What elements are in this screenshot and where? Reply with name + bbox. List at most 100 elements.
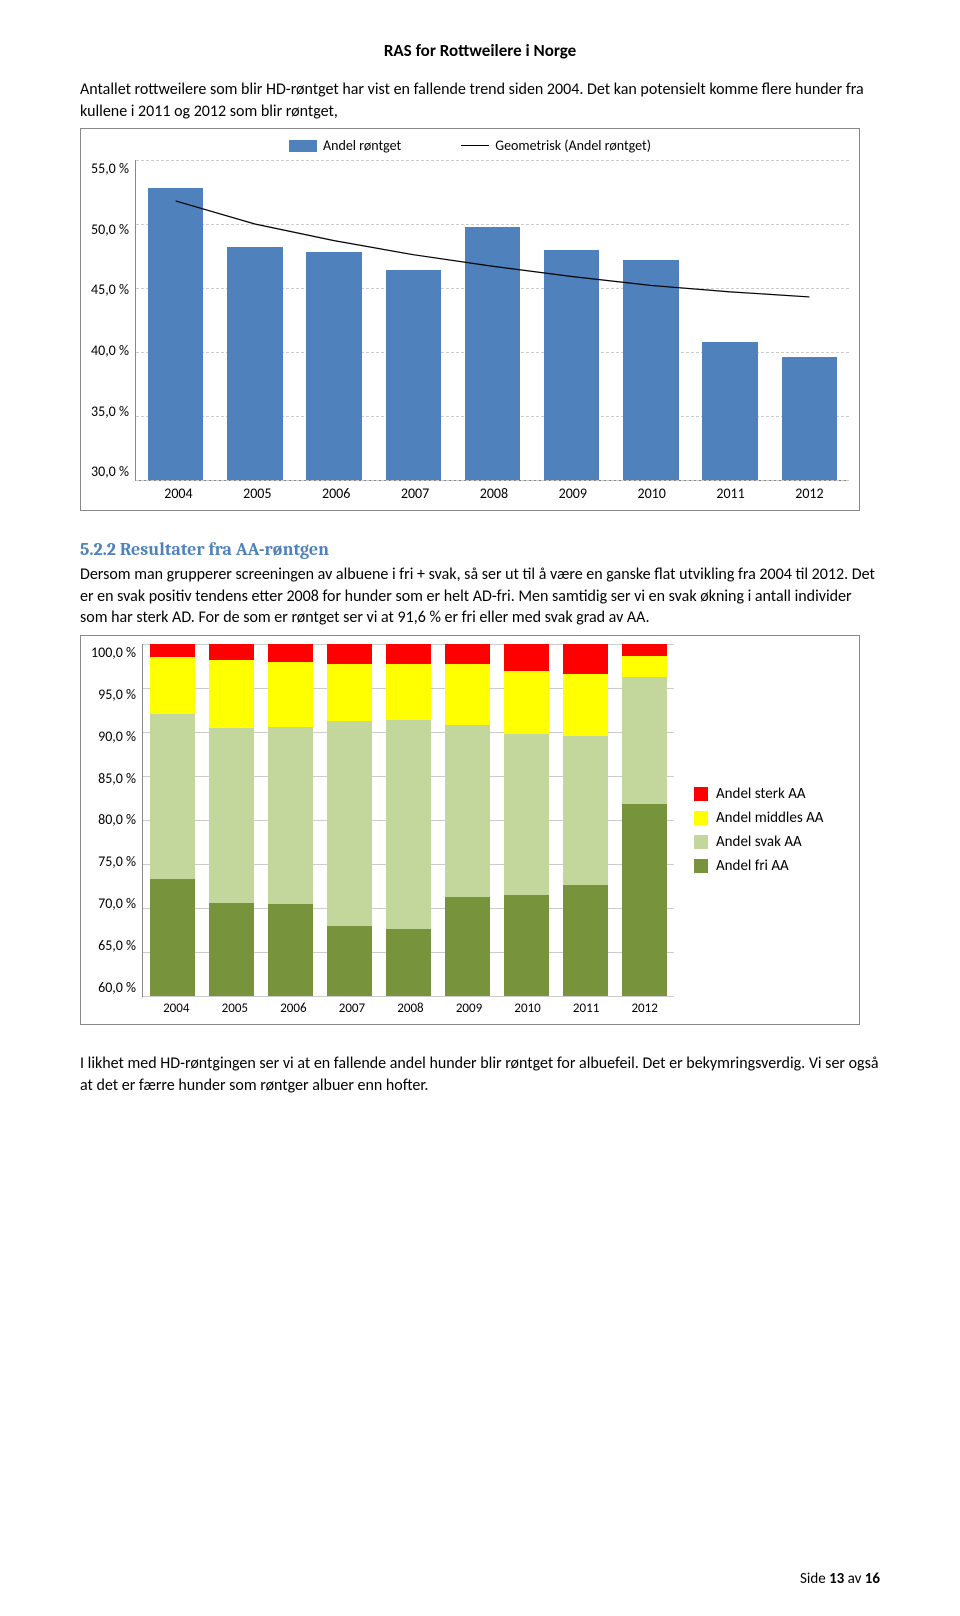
section-heading: 5.2.2 Resultater fra AA-røntgen [80, 539, 880, 560]
chart1-ytick: 50,0 % [91, 221, 129, 238]
chart2-segment-fri [386, 929, 431, 996]
chart2-segment-svak [327, 721, 372, 925]
chart2-xtick: 2007 [339, 1001, 365, 1016]
chart1-trend-line [136, 160, 849, 480]
chart2-segment-fri [504, 895, 549, 996]
page-footer: Side 13 av 16 [800, 1570, 880, 1588]
chart2-ytick: 70,0 % [98, 895, 136, 912]
legend-label-fri: Andel fri AA [716, 857, 789, 875]
chart2-ytick: 80,0 % [98, 811, 136, 828]
chart2-segment-sterk [150, 644, 195, 657]
chart2-segment-sterk [209, 644, 254, 660]
chart2-ytick: 90,0 % [98, 728, 136, 745]
legend-label-svak: Andel svak AA [716, 833, 802, 851]
chart2-segment-svak [504, 734, 549, 895]
legend-swatch-svak [694, 835, 708, 849]
chart2-ytick: 100,0 % [91, 644, 136, 661]
section-paragraph: Dersom man grupperer screeningen av albu… [80, 564, 880, 629]
chart2-bar [386, 644, 431, 996]
chart2-segment-sterk [504, 644, 549, 671]
legend-swatch-middels [694, 811, 708, 825]
chart2-legend: Andel sterk AA Andel middles AA Andel svak… [694, 779, 849, 881]
chart2-ytick: 75,0 % [98, 853, 136, 870]
chart2-segment-svak [445, 725, 490, 897]
footer-total: 16 [865, 1570, 880, 1588]
chart2-segment-fri [327, 926, 372, 996]
document-title: RAS for Rottweilere i Norge [80, 40, 880, 61]
chart1-plot-area [135, 160, 849, 481]
chart-aa-resultater: 100,0 % 95,0 % 90,0 % 85,0 % 80,0 % 75,0 % 70,… [80, 635, 860, 1025]
chart2-bar [268, 644, 313, 996]
chart2-segment-middels [268, 662, 313, 726]
chart2-xtick: 2012 [631, 1001, 657, 1016]
legend-trend-label: Geometrisk (Andel røntget) [495, 137, 651, 154]
chart2-segment-middels [622, 656, 667, 677]
chart1-xtick: 2010 [637, 485, 665, 502]
chart2-segment-middels [150, 657, 195, 713]
chart2-xtick: 2006 [280, 1001, 306, 1016]
chart2-segment-sterk [327, 644, 372, 664]
chart2-plot-area [142, 644, 674, 997]
chart1-ytick: 45,0 % [91, 281, 129, 298]
chart2-bar [150, 644, 195, 996]
chart-andel-rontget: Andel røntget Geometrisk (Andel røntget)… [80, 128, 860, 511]
chart2-bar [622, 644, 667, 996]
footer-prefix: Side [800, 1570, 829, 1588]
chart2-legend-item-middels: Andel middles AA [694, 809, 849, 827]
chart2-ytick: 60,0 % [98, 979, 136, 996]
chart1-xtick: 2009 [559, 485, 587, 502]
chart2-segment-sterk [622, 644, 667, 656]
chart1-xtick: 2011 [716, 485, 744, 502]
chart2-segment-middels [504, 671, 549, 733]
chart2-segment-svak [150, 714, 195, 879]
chart2-segment-fri [563, 885, 608, 996]
chart2-ytick: 85,0 % [98, 770, 136, 787]
legend-bar-label: Andel røntget [323, 137, 401, 154]
chart2-ytick: 65,0 % [98, 937, 136, 954]
chart2-segment-middels [445, 664, 490, 725]
chart2-bar [504, 644, 549, 996]
chart1-xtick: 2012 [795, 485, 823, 502]
chart2-segment-sterk [563, 644, 608, 674]
chart2-xtick: 2005 [222, 1001, 248, 1016]
chart2-segment-middels [209, 660, 254, 728]
chart2-segment-svak [622, 677, 667, 804]
chart2-xtick: 2010 [514, 1001, 540, 1016]
legend-trend-line [461, 145, 489, 146]
chart2-xtick: 2011 [573, 1001, 599, 1016]
chart2-segment-svak [386, 720, 431, 929]
chart2-bar [327, 644, 372, 996]
chart1-ytick: 55,0 % [91, 160, 129, 177]
chart2-segment-sterk [268, 644, 313, 662]
chart1-ytick: 40,0 % [91, 342, 129, 359]
chart1-xtick: 2006 [322, 485, 350, 502]
chart2-yaxis: 100,0 % 95,0 % 90,0 % 85,0 % 80,0 % 75,0 % 70,… [91, 644, 142, 996]
chart1-ytick: 30,0 % [91, 463, 129, 480]
chart2-segment-fri [209, 903, 254, 996]
chart2-segment-middels [386, 664, 431, 719]
chart2-ytick: 95,0 % [98, 686, 136, 703]
chart2-segment-fri [268, 904, 313, 996]
footer-page: 13 [829, 1570, 844, 1588]
legend-label-sterk: Andel sterk AA [716, 785, 806, 803]
footer-of: av [844, 1570, 865, 1588]
chart2-segment-middels [563, 674, 608, 736]
closing-paragraph: I likhet med HD-røntgingen ser vi at en … [80, 1053, 880, 1096]
intro-paragraph: Antallet rottweilere som blir HD-røntget… [80, 79, 880, 122]
chart1-legend: Andel røntget Geometrisk (Andel røntget) [91, 137, 849, 154]
chart2-bar [563, 644, 608, 996]
legend-trend: Geometrisk (Andel røntget) [461, 137, 651, 154]
chart1-ytick: 35,0 % [91, 403, 129, 420]
chart2-legend-item-sterk: Andel sterk AA [694, 785, 849, 803]
legend-bar-swatch [289, 140, 317, 152]
legend-swatch-fri [694, 859, 708, 873]
chart2-xtick: 2008 [397, 1001, 423, 1016]
legend-bar: Andel røntget [289, 137, 401, 154]
chart2-legend-item-svak: Andel svak AA [694, 833, 849, 851]
chart2-segment-svak [209, 728, 254, 903]
chart2-legend-item-fri: Andel fri AA [694, 857, 849, 875]
chart2-segment-svak [563, 736, 608, 886]
chart2-bar [209, 644, 254, 996]
chart1-yaxis: 55,0 % 50,0 % 45,0 % 40,0 % 35,0 % 30,0 % [91, 160, 135, 480]
chart1-xtick: 2004 [164, 485, 192, 502]
